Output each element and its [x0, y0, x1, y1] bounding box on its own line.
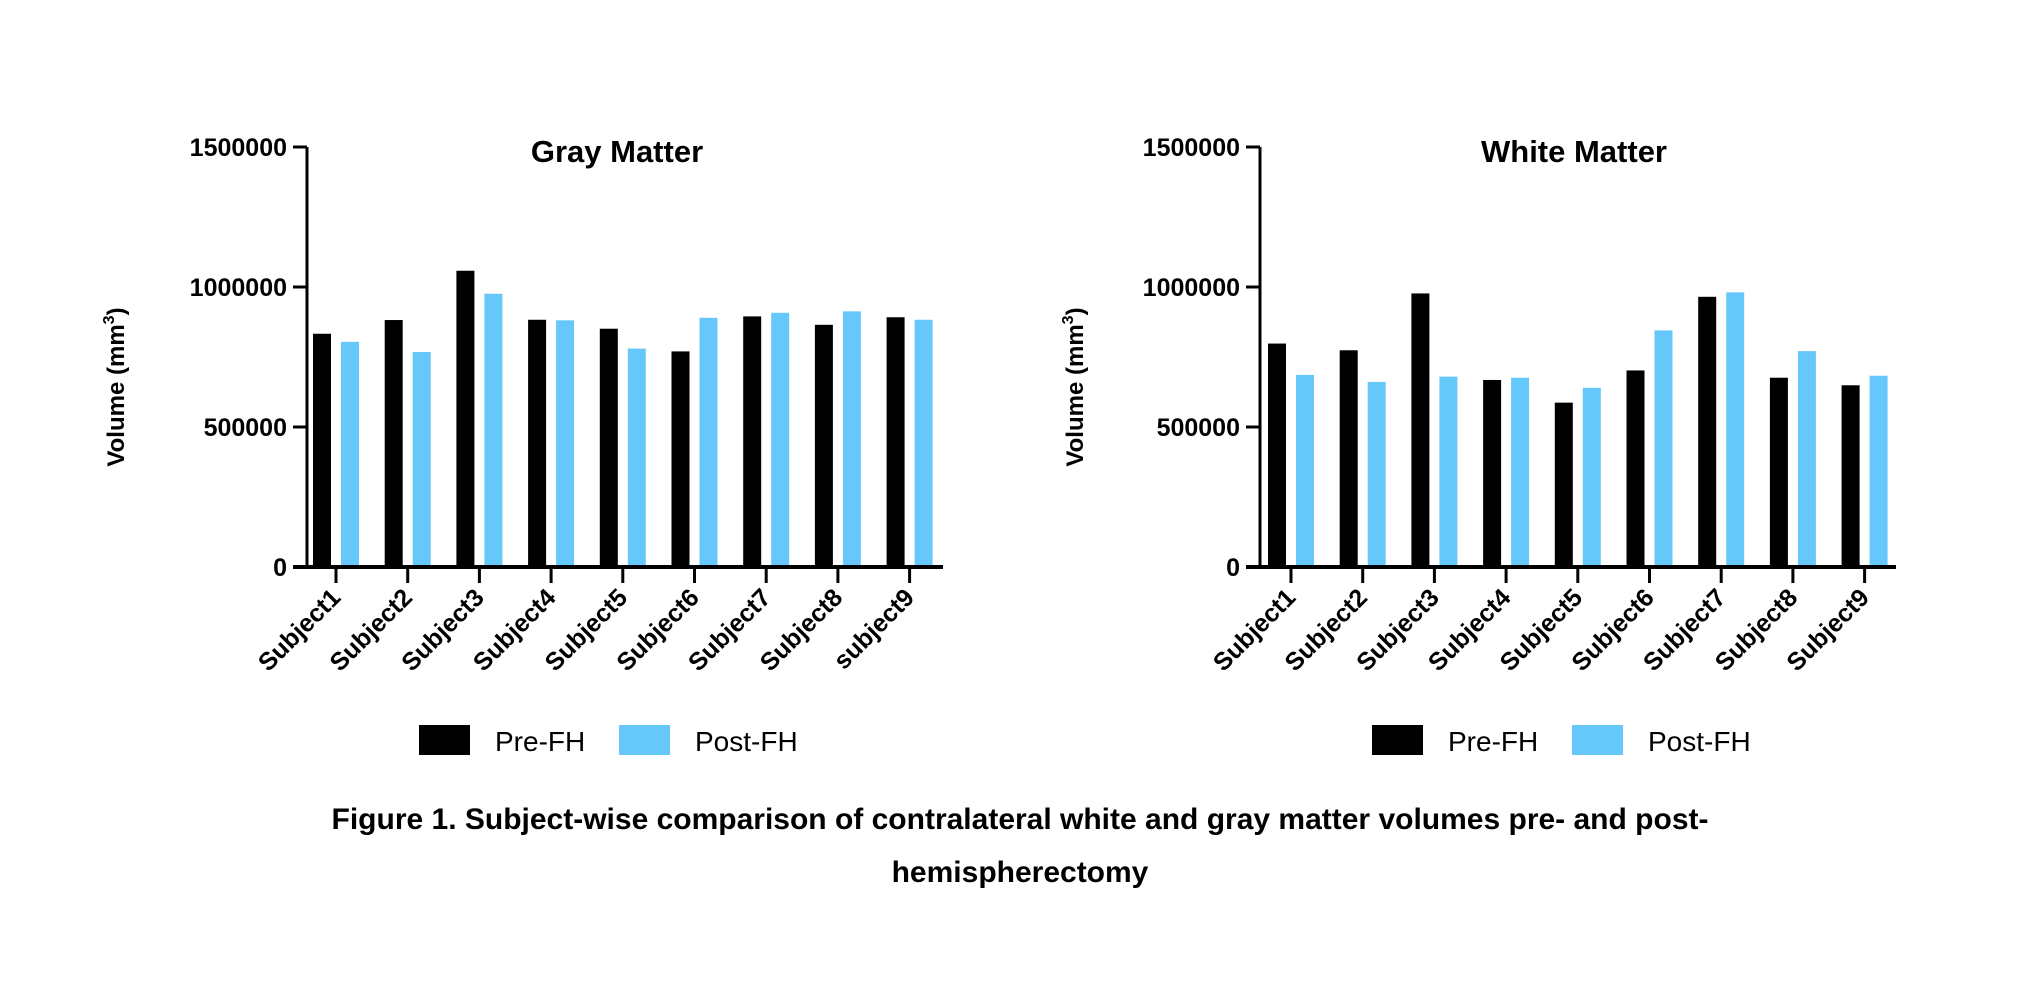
chart-title: White Matter: [1481, 134, 1667, 169]
figure-caption-line-1: Figure 1. Subject-wise comparison of con…: [331, 803, 1709, 836]
bar-pre-fh-subject8: [814, 324, 833, 567]
legend-label-post-fh: Post-FH: [1648, 726, 1751, 757]
legend-label-pre-fh: Pre-FH: [1448, 726, 1538, 757]
legend-label-post-fh: Post-FH: [695, 726, 798, 757]
y-axis-label: Volume (mm3): [1060, 307, 1089, 466]
legend-swatch-pre-fh: [1372, 725, 1423, 755]
y-axis-label-superscript: 3: [101, 315, 118, 324]
bar-pre-fh-subject7: [1698, 296, 1717, 567]
bar-pre-fh-subject7: [743, 316, 762, 567]
legend-swatch-post-fh: [619, 725, 670, 755]
bar-post-fh-subject2: [1367, 381, 1386, 567]
chart-title: Gray Matter: [531, 134, 703, 169]
bar-pre-fh-subject6: [1626, 370, 1645, 567]
bar-post-fh-subject1: [1296, 374, 1314, 567]
bar-post-fh-subject5: [627, 348, 646, 567]
bar-pre-fh-subject4: [1483, 379, 1502, 567]
bar-pre-fh-subject4: [528, 319, 547, 567]
bar-post-fh-subject1: [341, 341, 359, 567]
y-tick-label: 500000: [1157, 414, 1240, 442]
y-tick-label: 0: [1226, 554, 1240, 582]
bar-post-fh-subject9: [914, 319, 933, 567]
bar-post-fh-subject7: [1726, 292, 1745, 567]
bar-pre-fh-subject5: [599, 328, 618, 567]
bar-post-fh-subject5: [1582, 387, 1601, 567]
bar-post-fh-subject6: [1654, 330, 1673, 567]
chart-gray-matter: Gray MatterSubject1Subject2Subject3Subje…: [101, 134, 943, 757]
bar-post-fh-subject8: [1797, 351, 1816, 567]
bar-pre-fh-subject1: [1268, 343, 1286, 567]
bar-pre-fh-subject9: [886, 317, 905, 567]
bar-pre-fh-subject9: [1841, 385, 1860, 567]
bar-pre-fh-subject6: [671, 351, 690, 567]
bar-post-fh-subject4: [556, 320, 575, 567]
figure-caption-line-2: hemispherectomy: [891, 856, 1149, 889]
bar-post-fh-subject9: [1869, 375, 1888, 567]
bar-post-fh-subject4: [1511, 377, 1530, 567]
bar-post-fh-subject2: [412, 351, 431, 567]
bar-pre-fh-subject2: [1339, 350, 1358, 567]
bar-pre-fh-subject5: [1554, 402, 1573, 567]
bar-pre-fh-subject1: [313, 333, 331, 567]
legend: Pre-FH Post-FH: [1372, 725, 1751, 757]
bar-post-fh-subject7: [771, 312, 790, 567]
y-tick-label: 500000: [204, 414, 287, 442]
y-axis-label-superscript: 3: [1060, 315, 1077, 324]
bar-post-fh-subject3: [484, 293, 503, 567]
bar-post-fh-subject3: [1439, 376, 1458, 567]
legend: Pre-FH Post-FH: [419, 725, 798, 757]
y-tick-label: 0: [273, 554, 287, 582]
bar-post-fh-subject8: [842, 311, 861, 567]
legend-label-pre-fh: Pre-FH: [495, 726, 585, 757]
y-tick-label: 1500000: [1143, 134, 1240, 162]
bar-pre-fh-subject3: [456, 270, 475, 567]
bar-post-fh-subject6: [699, 317, 718, 567]
y-axis-label: Volume (mm3): [101, 307, 130, 466]
bar-pre-fh-subject2: [384, 320, 403, 567]
legend-swatch-pre-fh: [419, 725, 470, 755]
y-tick-label: 1000000: [190, 274, 287, 302]
bar-pre-fh-subject3: [1411, 293, 1430, 567]
legend-swatch-post-fh: [1572, 725, 1623, 755]
bar-pre-fh-subject8: [1769, 377, 1788, 567]
y-tick-label: 1000000: [1143, 274, 1240, 302]
chart-white-matter: White MatterSubject1Subject2Subject3Subj…: [1060, 134, 1896, 757]
y-tick-label: 1500000: [190, 134, 287, 162]
